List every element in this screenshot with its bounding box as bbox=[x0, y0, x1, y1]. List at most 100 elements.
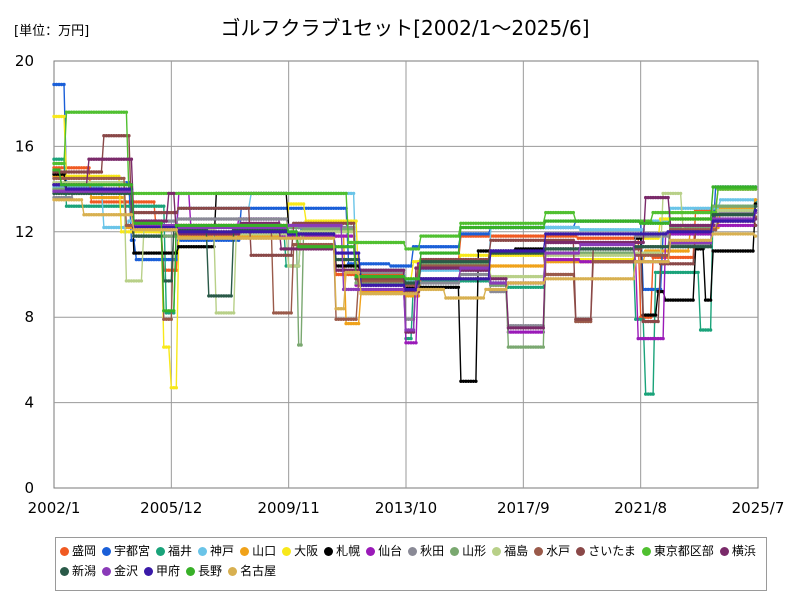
data-point bbox=[451, 245, 456, 249]
data-point bbox=[586, 228, 590, 232]
data-point bbox=[476, 249, 481, 253]
data-point bbox=[152, 204, 156, 208]
data-point bbox=[262, 206, 266, 210]
data-point bbox=[534, 285, 538, 289]
data-point bbox=[232, 311, 236, 315]
data-point bbox=[189, 217, 193, 221]
data-point bbox=[84, 166, 89, 170]
data-point bbox=[673, 270, 678, 275]
data-point bbox=[154, 204, 159, 208]
data-point bbox=[137, 257, 141, 262]
data-point bbox=[601, 236, 605, 240]
data-point bbox=[703, 206, 708, 210]
data-point bbox=[284, 217, 288, 221]
data-point bbox=[187, 217, 191, 221]
data-point bbox=[349, 321, 353, 326]
data-point bbox=[581, 236, 585, 240]
data-point bbox=[444, 245, 448, 249]
data-point bbox=[466, 232, 471, 236]
data-point bbox=[461, 232, 466, 236]
data-point bbox=[733, 249, 738, 253]
data-point bbox=[748, 198, 753, 202]
data-point bbox=[287, 202, 291, 206]
data-point bbox=[242, 217, 246, 221]
data-point bbox=[109, 204, 114, 208]
data-point bbox=[581, 228, 585, 232]
data-point bbox=[576, 257, 580, 262]
data-point bbox=[162, 345, 166, 349]
data-point bbox=[182, 245, 186, 249]
data-point bbox=[354, 281, 358, 285]
data-point bbox=[649, 336, 653, 341]
data-point bbox=[396, 264, 401, 268]
data-point bbox=[501, 264, 506, 268]
data-point bbox=[339, 223, 343, 228]
data-point bbox=[204, 217, 208, 221]
data-point bbox=[678, 298, 683, 302]
data-point bbox=[703, 328, 708, 332]
data-point bbox=[184, 245, 188, 249]
data-point bbox=[619, 228, 623, 232]
data-point bbox=[519, 330, 523, 334]
data-point bbox=[484, 253, 488, 257]
data-point bbox=[524, 345, 528, 349]
data-point bbox=[678, 270, 683, 275]
data-point bbox=[666, 270, 670, 275]
data-point bbox=[269, 217, 273, 221]
data-point bbox=[519, 264, 523, 268]
data-point bbox=[499, 234, 503, 238]
data-point bbox=[466, 272, 471, 277]
data-point bbox=[631, 242, 635, 247]
data-point bbox=[297, 206, 301, 210]
data-point bbox=[82, 166, 86, 170]
data-point bbox=[536, 234, 540, 238]
data-point bbox=[746, 198, 750, 202]
data-point bbox=[436, 245, 441, 249]
data-point bbox=[107, 200, 111, 204]
data-point bbox=[526, 345, 530, 349]
data-point bbox=[646, 287, 650, 292]
data-point bbox=[546, 257, 550, 262]
data-point bbox=[272, 217, 276, 221]
data-point bbox=[604, 236, 608, 240]
data-point bbox=[192, 217, 196, 221]
data-point bbox=[134, 257, 139, 262]
data-point bbox=[504, 264, 508, 268]
data-point bbox=[137, 204, 141, 208]
data-point bbox=[509, 285, 513, 289]
data-point bbox=[693, 206, 698, 210]
data-point bbox=[359, 262, 363, 266]
data-point bbox=[579, 236, 583, 240]
data-point bbox=[721, 223, 725, 228]
data-point bbox=[686, 249, 690, 253]
data-point bbox=[344, 234, 348, 238]
data-point bbox=[149, 251, 154, 255]
data-point bbox=[446, 281, 451, 285]
data-point bbox=[331, 206, 336, 210]
data-point bbox=[658, 336, 663, 341]
data-point bbox=[703, 298, 708, 302]
data-point bbox=[59, 82, 64, 87]
data-point bbox=[564, 225, 568, 230]
data-point bbox=[741, 198, 745, 202]
data-point bbox=[294, 202, 298, 206]
data-point bbox=[723, 223, 728, 228]
data-point bbox=[52, 157, 56, 161]
data-point bbox=[277, 206, 281, 210]
data-point bbox=[341, 206, 346, 210]
data-point bbox=[469, 232, 473, 236]
data-point bbox=[698, 206, 703, 210]
data-point bbox=[629, 236, 633, 240]
data-point bbox=[604, 228, 608, 232]
data-point bbox=[164, 345, 168, 349]
data-point bbox=[149, 204, 154, 208]
data-point bbox=[574, 257, 578, 262]
data-point bbox=[77, 204, 81, 208]
data-point bbox=[252, 206, 256, 210]
data-point bbox=[751, 249, 755, 253]
data-point bbox=[104, 200, 109, 204]
data-point bbox=[464, 232, 468, 236]
data-point bbox=[686, 206, 690, 210]
data-point bbox=[616, 236, 620, 240]
data-point bbox=[134, 251, 139, 255]
